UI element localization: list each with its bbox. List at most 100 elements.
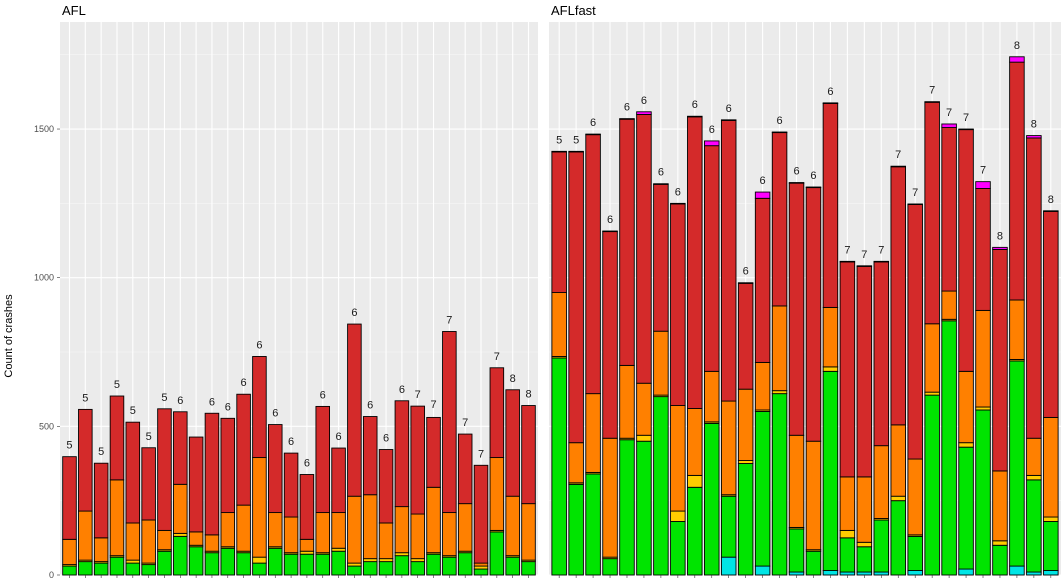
bar-label: 7 <box>478 448 484 460</box>
bar-label: 6 <box>288 436 294 448</box>
bar-segment <box>687 116 703 409</box>
bar-segment <box>941 123 957 128</box>
bar-segment <box>347 495 362 564</box>
bar-segment <box>268 424 283 514</box>
bar-label: 5 <box>161 392 167 404</box>
bar-label: 8 <box>525 389 531 401</box>
bar-label: 6 <box>726 103 732 115</box>
bar-segment <box>771 131 788 134</box>
bar-segment <box>720 119 737 121</box>
bar-segment <box>505 389 520 497</box>
bar-segment <box>771 132 788 307</box>
bar-segment <box>426 553 441 576</box>
bar-segment <box>1026 137 1042 439</box>
bar-segment <box>141 564 156 576</box>
bar-segment <box>220 547 236 576</box>
bar-segment <box>924 394 940 576</box>
bar-segment <box>521 405 536 505</box>
bar-segment <box>1043 521 1059 571</box>
bar-label: 7 <box>895 149 901 161</box>
bar-segment <box>204 412 220 536</box>
bar-segment <box>771 393 788 576</box>
bar-segment <box>873 261 890 447</box>
bar-segment <box>737 463 754 576</box>
bar-segment <box>426 416 441 488</box>
bar-segment <box>856 476 873 543</box>
bar-segment <box>975 188 991 311</box>
bar-segment <box>394 555 410 576</box>
bar-segment <box>653 183 669 332</box>
bar-segment <box>670 510 686 522</box>
bar-segment <box>521 561 536 576</box>
bar-label: 6 <box>810 170 816 182</box>
bar-segment <box>924 101 940 103</box>
bar-segment <box>619 118 635 120</box>
bar-segment <box>236 393 251 506</box>
bar-label: 5 <box>146 431 152 443</box>
bar-segment <box>653 183 669 185</box>
bar-label: 7 <box>878 244 884 256</box>
bar-segment <box>890 424 906 497</box>
bar-segment <box>78 510 93 561</box>
bar-segment <box>220 512 236 548</box>
bar-segment <box>805 187 822 442</box>
bar-segment <box>236 552 251 576</box>
bar-segment <box>1043 516 1059 522</box>
bar-segment <box>1026 135 1042 139</box>
bar-segment <box>283 553 299 576</box>
bar-segment <box>473 464 489 564</box>
bar-segment <box>754 411 771 567</box>
bar-label: 6 <box>641 95 647 107</box>
bar-segment <box>568 442 584 484</box>
bar-segment <box>410 561 425 576</box>
y-tick-label: 1500 <box>34 124 54 134</box>
bar-segment <box>299 553 315 576</box>
bar-segment <box>890 500 906 576</box>
bar-segment <box>1026 479 1042 573</box>
bar-segment <box>457 503 473 552</box>
bar-label: 7 <box>494 351 500 363</box>
bar-label: 6 <box>793 166 799 178</box>
bar-label: 7 <box>430 399 436 411</box>
bar-segment <box>204 534 220 552</box>
bar-label: 6 <box>675 186 681 198</box>
bar-segment <box>992 544 1008 576</box>
bar-label: 6 <box>827 86 833 98</box>
bar-segment <box>299 538 315 552</box>
bar-label: 7 <box>462 417 468 429</box>
bar-segment <box>856 265 873 478</box>
bar-segment <box>347 565 362 576</box>
bar-label: 8 <box>1031 119 1037 131</box>
bar-label: 6 <box>607 214 613 226</box>
bar-segment <box>856 546 873 573</box>
bar-segment <box>78 408 93 512</box>
bar-segment <box>992 246 1008 250</box>
bar-segment <box>157 550 172 576</box>
bar-label: 5 <box>66 440 72 452</box>
bar-label: 7 <box>861 249 867 261</box>
bar-segment <box>788 182 805 184</box>
bar-segment <box>687 474 703 488</box>
bar-segment <box>1043 210 1059 212</box>
bar-segment <box>839 537 856 573</box>
bar-segment <box>505 556 520 576</box>
bar-segment <box>1043 570 1059 576</box>
bar-segment <box>754 565 771 576</box>
bar-segment <box>839 476 856 531</box>
bar-segment <box>1043 210 1059 418</box>
bar-segment <box>670 203 686 406</box>
bar-segment <box>283 452 299 518</box>
bar-label: 8 <box>997 230 1003 242</box>
bar-segment <box>907 535 923 571</box>
bar-segment <box>1009 299 1025 360</box>
bar-segment <box>602 230 618 233</box>
bar-label: 6 <box>709 124 715 136</box>
bar-label: 5 <box>98 446 104 458</box>
bar-segment <box>1026 474 1042 481</box>
bar-segment <box>602 231 618 439</box>
bar-segment <box>457 433 473 505</box>
panel-title-aflfast: AFLfast <box>551 3 596 18</box>
bar-segment <box>505 495 520 557</box>
bar-segment <box>941 290 957 320</box>
